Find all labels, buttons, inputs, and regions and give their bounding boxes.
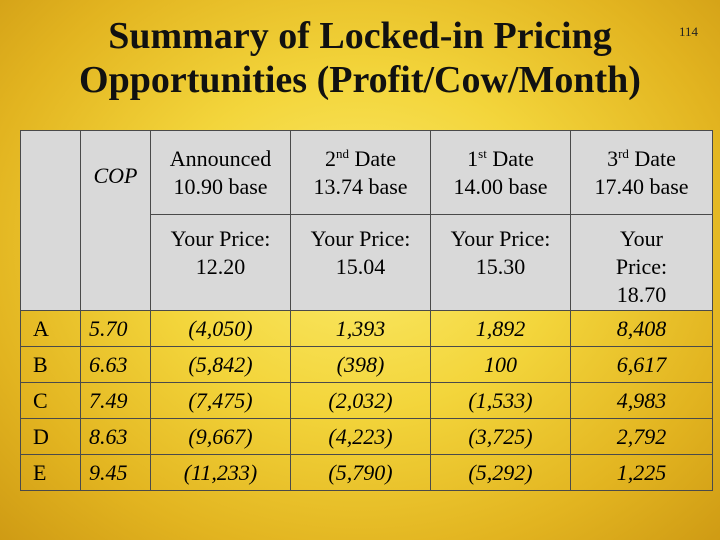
price-row: Your Price: 12.20 Your Price: 15.04 Your… xyxy=(21,214,713,311)
row-label: B xyxy=(20,346,81,383)
col-header-announced: Announced 10.90 base xyxy=(150,130,291,215)
cop-value: 9.45 xyxy=(80,454,151,491)
your-price-announced: Your Price: 12.20 xyxy=(150,214,291,311)
col-header-3rd-date: 3rd Date 17.40 base xyxy=(570,130,713,215)
cell-value: (9,667) xyxy=(150,418,291,455)
cell-value: (5,790) xyxy=(290,454,431,491)
your-price-3rd-date: Your Price: 18.70 xyxy=(570,214,713,311)
cell-value: (2,032) xyxy=(290,382,431,419)
cell-value: (5,842) xyxy=(150,346,291,383)
cop-value: 5.70 xyxy=(80,310,151,347)
cell-value: 100 xyxy=(430,346,571,383)
table-row: A 5.70 (4,050) 1,393 1,892 8,408 xyxy=(20,310,713,347)
cop-value: 8.63 xyxy=(80,418,151,455)
cell-value: (1,533) xyxy=(430,382,571,419)
cell-value: 8,408 xyxy=(570,310,713,347)
cell-value: (4,050) xyxy=(150,310,291,347)
table-row: E 9.45 (11,233) (5,790) (5,292) 1,225 xyxy=(20,454,713,491)
page-number: 114 xyxy=(678,24,698,39)
pricing-table: COP Announced 10.90 base 2nd Date 13.74 … xyxy=(20,130,713,491)
row-label: C xyxy=(20,382,81,419)
cell-value: 1,393 xyxy=(290,310,431,347)
col-header-2nd-date: 2nd Date 13.74 base xyxy=(290,130,431,215)
title-line-2: Opportunities (Profit/Cow/Month) xyxy=(79,59,641,101)
row-label: A xyxy=(20,310,81,347)
cell-value: 1,225 xyxy=(570,454,713,491)
cell-value: 4,983 xyxy=(570,382,713,419)
cop-header: COP xyxy=(80,130,151,311)
row-label: D xyxy=(20,418,81,455)
cell-value: 6,617 xyxy=(570,346,713,383)
slide-title: Summary of Locked-in Pricing Opportuniti… xyxy=(40,14,680,102)
your-price-2nd-date: Your Price: 15.04 xyxy=(290,214,431,311)
cell-value: (5,292) xyxy=(430,454,571,491)
cell-value: (3,725) xyxy=(430,418,571,455)
cell-value: 2,792 xyxy=(570,418,713,455)
header-row: COP Announced 10.90 base 2nd Date 13.74 … xyxy=(20,130,713,311)
your-price-1st-date: Your Price: 15.30 xyxy=(430,214,571,311)
cell-value: 1,892 xyxy=(430,310,571,347)
table-row: C 7.49 (7,475) (2,032) (1,533) 4,983 xyxy=(20,382,713,419)
row-label: E xyxy=(20,454,81,491)
cop-value: 7.49 xyxy=(80,382,151,419)
cell-value: (4,223) xyxy=(290,418,431,455)
cell-value: (11,233) xyxy=(150,454,291,491)
cell-value: (7,475) xyxy=(150,382,291,419)
table-row: D 8.63 (9,667) (4,223) (3,725) 2,792 xyxy=(20,418,713,455)
table-row: B 6.63 (5,842) (398) 100 6,617 xyxy=(20,346,713,383)
col-header-1st-date: 1st Date 14.00 base xyxy=(430,130,571,215)
corner-cell xyxy=(20,130,81,311)
cop-value: 6.63 xyxy=(80,346,151,383)
title-line-1: Summary of Locked-in Pricing xyxy=(108,15,612,57)
cell-value: (398) xyxy=(290,346,431,383)
